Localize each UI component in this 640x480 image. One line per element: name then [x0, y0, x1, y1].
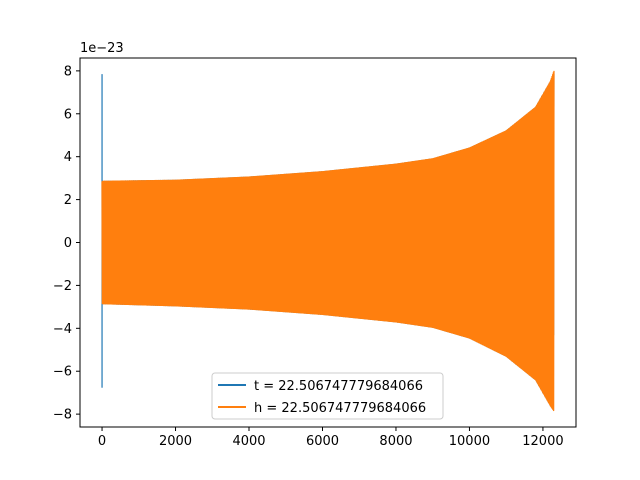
x-tick-label: 10000: [449, 434, 490, 449]
x-tick-label: 12000: [522, 434, 563, 449]
y-tick-label: 2: [64, 193, 72, 208]
x-tick-label: 6000: [306, 434, 339, 449]
x-tick-label: 0: [98, 434, 106, 449]
legend-box: [211, 372, 444, 420]
legend-label-series-2: h = 22.506747779684066: [254, 401, 426, 416]
y-tick-label: −4: [53, 322, 72, 337]
series-line-2: [101, 70, 555, 412]
y-tick-label: 0: [64, 236, 72, 251]
legend: t = 22.506747779684066 h = 22.5067477796…: [211, 372, 444, 420]
y-tick-label: 4: [64, 150, 72, 165]
y-tick-label: −8: [53, 408, 72, 423]
x-axis: 0 2000 4000 6000 8000 10000 12000: [98, 427, 564, 449]
x-tick-label: 2000: [159, 434, 192, 449]
series-layer: [101, 70, 555, 412]
y-tick-label: 6: [64, 107, 72, 122]
legend-label-series-1: t = 22.506747779684066: [254, 379, 423, 394]
y-axis: −8 −6 −4 −2 0 2 4 6 8: [53, 64, 80, 423]
y-offset-label: 1e−23: [80, 41, 124, 56]
y-tick-label: −2: [53, 279, 72, 294]
y-tick-label: 8: [64, 64, 72, 79]
y-tick-label: −6: [53, 365, 72, 380]
x-tick-label: 4000: [232, 434, 265, 449]
x-tick-label: 8000: [379, 434, 412, 449]
